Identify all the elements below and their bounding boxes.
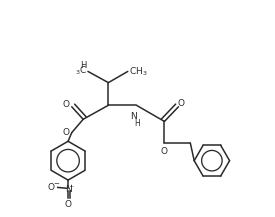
Text: O: O: [63, 100, 70, 109]
Text: O: O: [161, 147, 167, 156]
Text: N: N: [130, 112, 137, 121]
Text: O: O: [65, 200, 72, 209]
Text: N: N: [65, 185, 72, 194]
Text: H: H: [134, 119, 140, 128]
Text: O: O: [63, 128, 70, 137]
Text: O: O: [177, 99, 184, 108]
Text: H: H: [81, 61, 87, 70]
Text: CH$_3$: CH$_3$: [129, 65, 147, 78]
Text: −: −: [54, 181, 59, 187]
Text: $_3$C: $_3$C: [75, 65, 87, 77]
Text: +: +: [69, 184, 74, 189]
Text: O: O: [48, 183, 55, 192]
